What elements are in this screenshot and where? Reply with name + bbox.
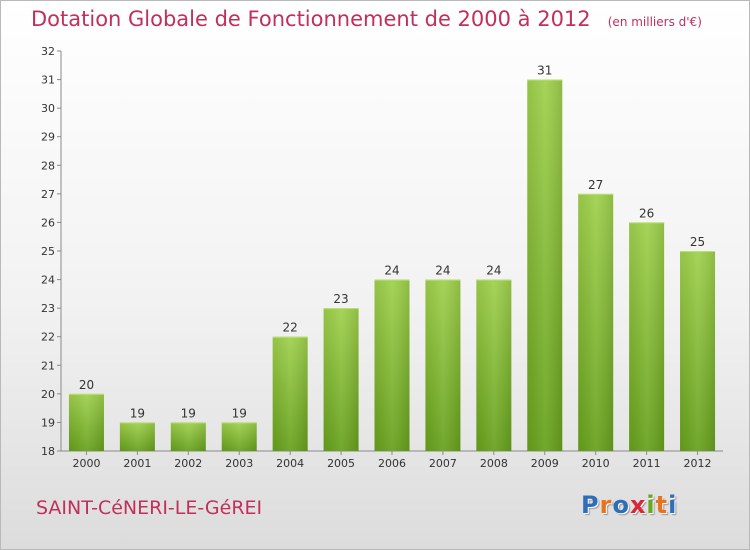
bar-shade-2002 [170,422,206,451]
x-tick-label: 2007 [429,457,457,470]
bar-value-label: 27 [588,178,603,192]
x-tick-label: 2004 [276,457,304,470]
logo-letter: r [599,491,613,519]
bar-value-label: 22 [283,321,298,335]
bar-shade-2010 [578,193,614,451]
logo-letter: i [668,491,678,519]
bar-shade-2005 [323,308,359,451]
bar-value-label: 23 [333,292,348,306]
bar-shade-2011 [629,222,665,451]
y-tick-label: 22 [41,331,55,344]
x-tick-label: 2001 [123,457,151,470]
bar-value-label: 19 [232,406,247,420]
bar-value-label: 24 [435,264,450,278]
logo-letter: x [629,491,647,519]
bar-shade-2008 [476,279,512,451]
y-tick-label: 25 [41,245,55,258]
y-tick-label: 20 [41,388,55,401]
y-tick-label: 32 [41,45,55,58]
bar-value-label: 19 [181,406,196,420]
bar-shade-2004 [272,336,308,451]
y-tick-label: 19 [41,416,55,429]
y-tick-label: 27 [41,188,55,201]
y-tick-label: 26 [41,216,55,229]
bar-value-label: 20 [79,378,94,392]
bar-shade-2003 [221,422,257,451]
x-tick-label: 2002 [174,457,202,470]
x-tick-label: 2003 [225,457,253,470]
logo-letter: P [581,491,600,519]
chart-title-block: Dotation Globale de Fonctionnement de 20… [31,7,702,31]
bar-value-label: 24 [384,264,399,278]
bar-shade-2006 [374,279,410,451]
logo-letter: o [612,491,630,519]
bar-shade-2012 [680,251,716,451]
bar-shade-2009 [527,79,563,452]
y-tick-label: 21 [41,359,55,372]
y-tick-label: 23 [41,302,55,315]
bar-shade-2007 [425,279,461,451]
x-tick-label: 2006 [378,457,406,470]
commune-name: SAINT-CéNERI-LE-GéREI [36,497,263,519]
bar-value-label: 26 [639,206,654,220]
bar-shade-2001 [119,422,155,451]
x-tick-label: 2008 [480,457,508,470]
y-tick-label: 31 [41,74,55,87]
x-tick-label: 2000 [72,457,100,470]
bar-value-label: 24 [486,264,501,278]
chart-title: Dotation Globale de Fonctionnement de 20… [31,7,591,31]
y-tick-label: 18 [41,445,55,458]
x-tick-label: 2010 [582,457,610,470]
x-tick-label: 2012 [684,457,712,470]
bar-value-label: 25 [690,235,705,249]
bar-shade-2000 [68,393,104,451]
y-tick-label: 30 [41,102,55,115]
bar-value-label: 19 [130,406,145,420]
logo-letter: i [646,491,656,519]
bar-value-label: 31 [537,64,552,78]
plot-area: 18 19 20 21 22 23 24 25 26 27 28 29 30 31 32 20 2000 19 20… [41,45,723,470]
x-tick-label: 2005 [327,457,355,470]
y-tick-label: 24 [41,274,55,287]
x-tick-label: 2009 [531,457,559,470]
chart-unit: (en milliers d'€) [607,15,702,29]
proxiti-logo: Proxiti [581,491,677,519]
y-tick-label: 28 [41,159,55,172]
x-tick-label: 2011 [633,457,661,470]
y-tick-label: 29 [41,131,55,144]
logo-letter: t [655,491,669,519]
